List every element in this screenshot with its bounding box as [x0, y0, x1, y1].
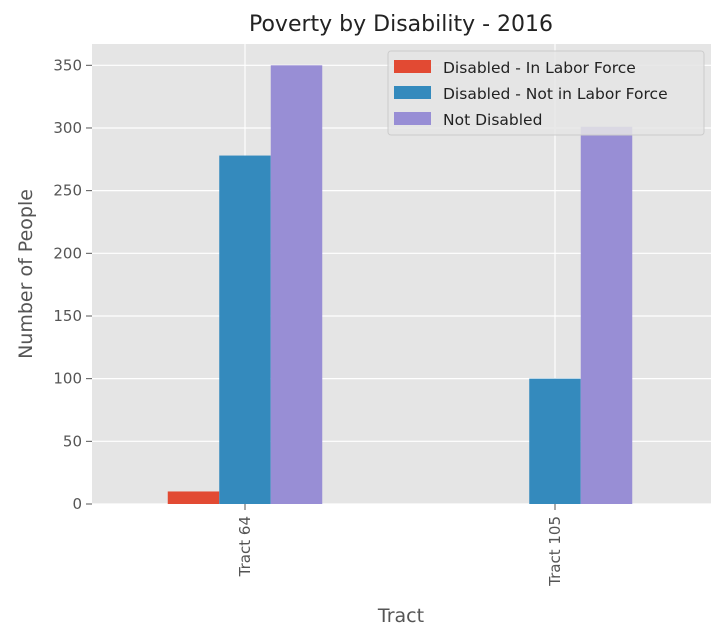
bar — [219, 155, 271, 504]
y-axis-ticks: 0 50 100 150 200 250 300 350 — [53, 56, 92, 513]
x-tick-label: Tract 64 — [236, 516, 254, 577]
chart-title: Poverty by Disability - 2016 — [249, 12, 553, 37]
y-tick-label: 50 — [63, 432, 82, 450]
y-tick-label: 200 — [53, 244, 82, 262]
bars — [167, 65, 633, 505]
y-tick-label: 0 — [72, 495, 82, 513]
x-tick-label: Tract 105 — [546, 516, 564, 587]
legend-entry: Not Disabled — [443, 111, 542, 129]
y-tick-label: 150 — [53, 307, 82, 325]
legend-swatch — [394, 60, 431, 73]
y-tick-label: 250 — [53, 182, 82, 200]
y-tick-label: 100 — [53, 370, 82, 388]
legend-swatch — [394, 86, 431, 99]
bar — [580, 126, 633, 504]
legend-entry: Disabled - In Labor Force — [443, 59, 636, 77]
bar — [167, 491, 220, 504]
x-axis-ticks: Tract 64 Tract 105 — [236, 504, 564, 587]
x-axis-label: Tract — [377, 605, 424, 627]
bar — [529, 378, 581, 504]
legend-box — [387, 50, 705, 136]
legend: Disabled - In Labor Force Disabled - Not … — [387, 50, 705, 136]
legend-swatch — [394, 112, 431, 125]
y-tick-label: 350 — [53, 56, 82, 74]
legend-entry: Disabled - Not in Labor Force — [443, 85, 668, 103]
y-tick-label: 300 — [53, 119, 82, 137]
y-axis-label: Number of People — [15, 189, 37, 359]
bar — [270, 65, 323, 505]
